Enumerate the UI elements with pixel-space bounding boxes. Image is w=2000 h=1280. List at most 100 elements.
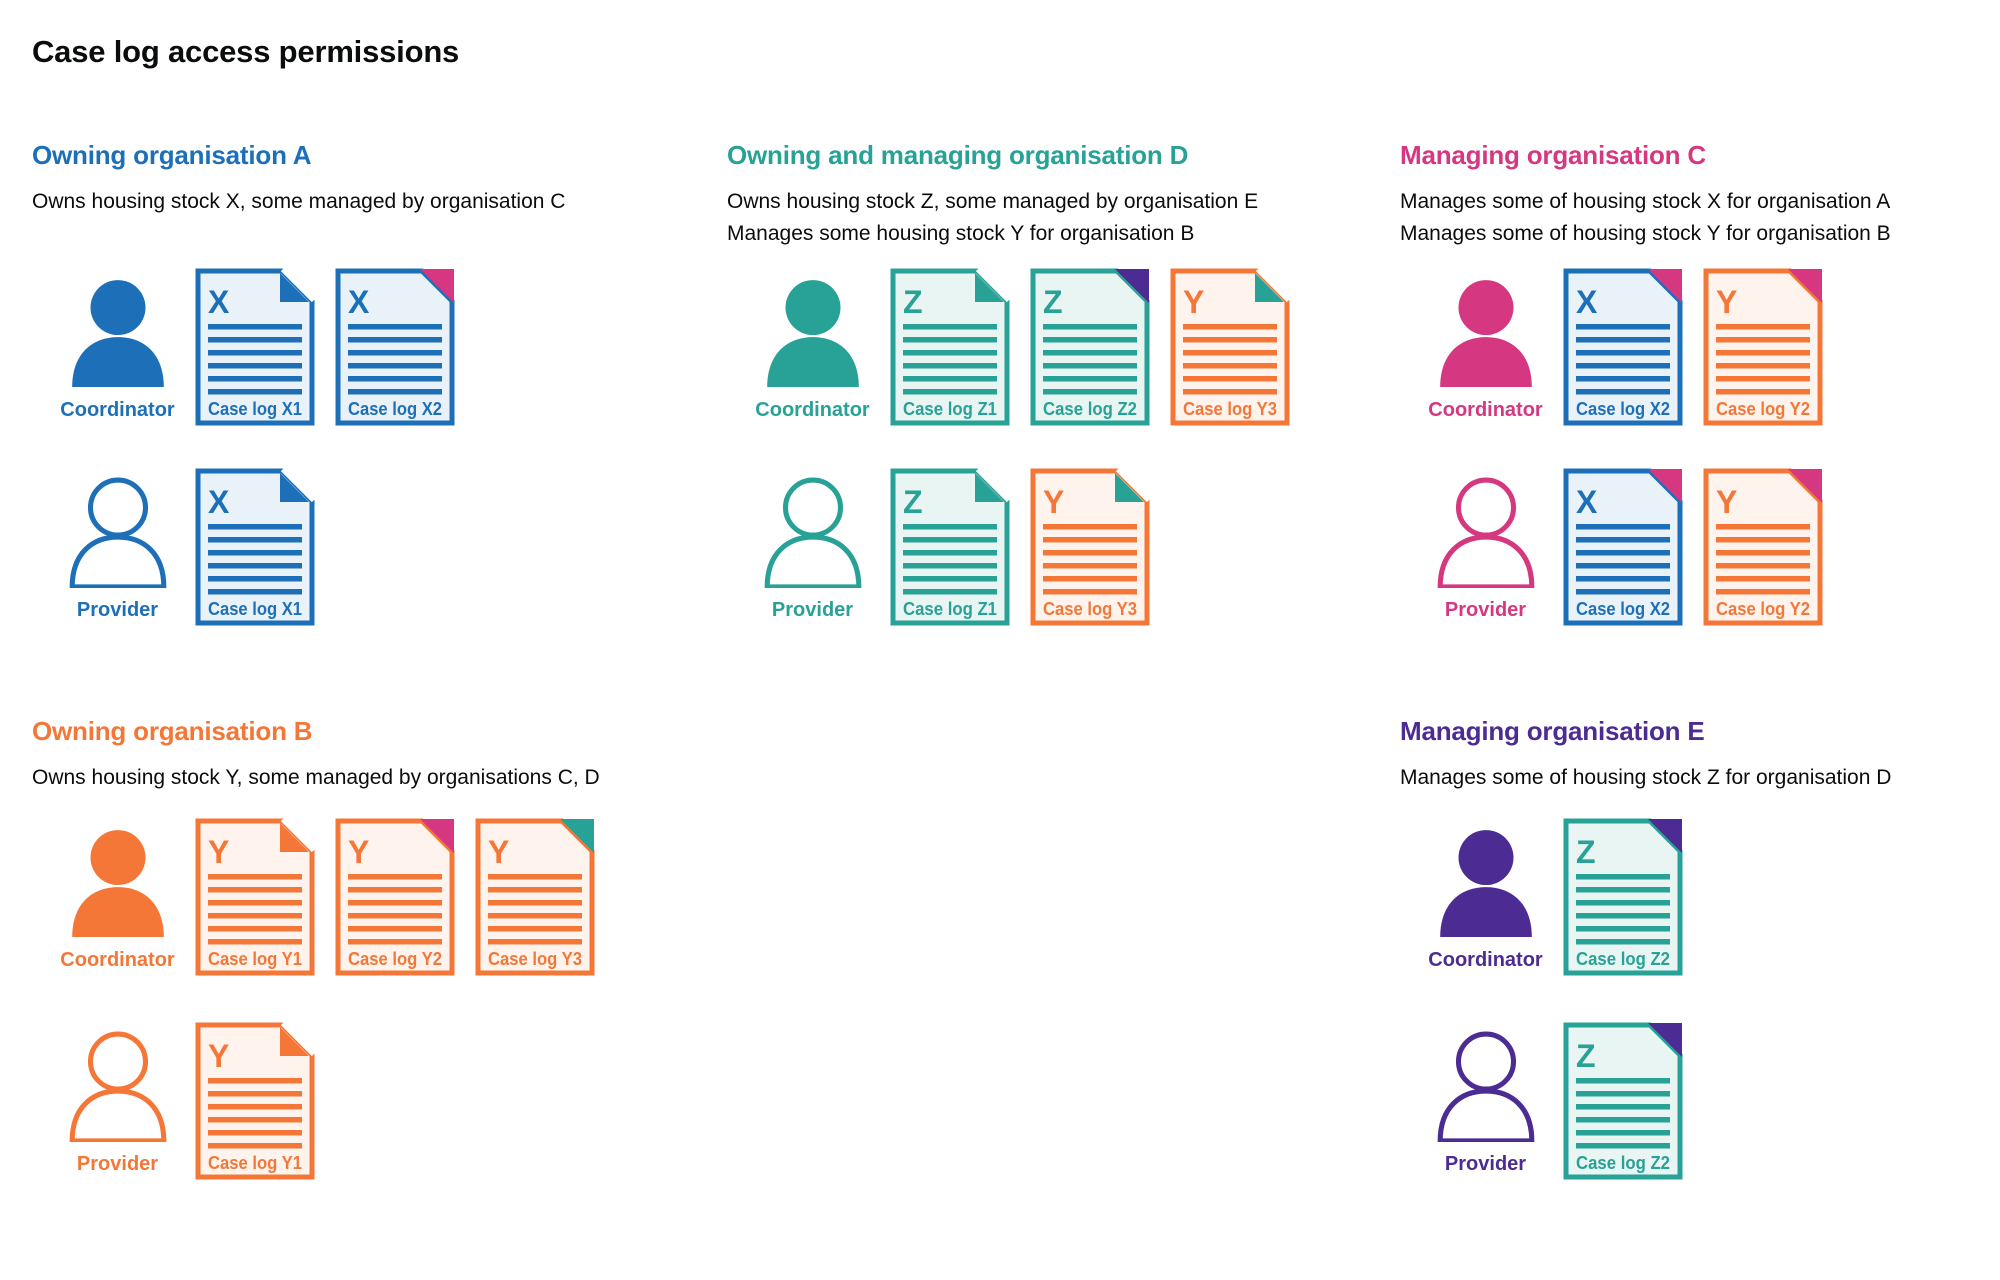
case-log-document: Y Case log Y2 xyxy=(1703,268,1823,426)
org-d-coordinator-row: Coordinator Z Case log Z1 Z Case log Z2 Y Case… xyxy=(735,268,1290,426)
document-caption: Case log Z1 xyxy=(903,599,997,619)
document-text-lines xyxy=(1043,524,1137,595)
coordinator-person-icon xyxy=(71,830,164,937)
document-letter: Y xyxy=(1043,484,1064,520)
document-caption: Case log X2 xyxy=(348,399,442,419)
provider-person-icon xyxy=(69,1031,166,1142)
section-description-line: Manages some of housing stock Y for orga… xyxy=(1400,222,1891,245)
documents-group: Z Case log Z1 Y Case log Y3 xyxy=(890,468,1150,626)
documents-group: X Case log X1 X Case log X2 xyxy=(195,268,455,426)
coordinator-person-icon xyxy=(71,280,164,387)
documents-group: Z Case log Z2 xyxy=(1563,818,1683,976)
document-caption: Case log Y1 xyxy=(208,1153,302,1173)
document-letter: X xyxy=(1576,284,1598,320)
document-page xyxy=(1030,268,1150,426)
case-log-document: Y Case log Y1 xyxy=(195,818,315,976)
document-text-lines xyxy=(208,1078,302,1149)
role-label: Provider xyxy=(1444,1153,1527,1175)
case-log-document: Y Case log Y3 xyxy=(1030,468,1150,626)
section-description-line: Owns housing stock Z, some managed by or… xyxy=(727,190,1259,213)
document-caption: Case log Y2 xyxy=(1716,399,1810,419)
document-caption: Case log X1 xyxy=(208,599,302,619)
case-log-document: X Case log X2 xyxy=(1563,268,1683,426)
document-text-lines xyxy=(1576,324,1670,395)
provider-person-icon xyxy=(69,477,166,588)
document-text-lines xyxy=(903,524,997,595)
document-letter: Z xyxy=(903,284,923,320)
documents-group: Y Case log Y1 xyxy=(195,1022,315,1180)
document-caption: Case log Z2 xyxy=(1576,949,1670,969)
document-caption: Case log X2 xyxy=(1576,399,1670,419)
document-text-lines xyxy=(1043,324,1137,395)
document-page xyxy=(890,468,1010,626)
role-label: Provider xyxy=(771,599,854,621)
documents-group: X Case log X2 Y Case log Y2 xyxy=(1563,468,1823,626)
document-letter: Y xyxy=(488,834,509,870)
document-fold xyxy=(1648,269,1682,303)
coordinator-person-icon xyxy=(1439,280,1532,387)
case-log-document: Z Case log Z2 xyxy=(1563,818,1683,976)
case-log-document: X Case log X1 xyxy=(195,268,315,426)
document-page xyxy=(195,468,315,626)
case-log-document: Y Case log Y2 xyxy=(335,818,455,976)
document-fold xyxy=(1115,269,1149,303)
document-letter: Y xyxy=(1183,284,1204,320)
org-b-provider-row: Provider Y Case log Y1 xyxy=(40,1022,315,1180)
person-column: Provider xyxy=(735,468,890,622)
document-fold xyxy=(975,473,1004,502)
document-text-lines xyxy=(1576,874,1670,945)
document-fold xyxy=(1648,469,1682,503)
org-a-coordinator-row: Coordinator X Case log X1 X Case log X2 xyxy=(40,268,455,426)
document-text-lines xyxy=(1576,524,1670,595)
org-e-coordinator-row: Coordinator Z Case log Z2 xyxy=(1408,818,1683,976)
document-letter: X xyxy=(208,484,230,520)
person-column: Coordinator xyxy=(735,268,890,422)
person-column: Provider xyxy=(1408,468,1563,622)
document-text-lines xyxy=(1716,524,1810,595)
section-description-line: Manages some of housing stock X for orga… xyxy=(1400,190,1891,213)
person-column: Coordinator xyxy=(1408,818,1563,972)
org-b-coordinator-row: Coordinator Y Case log Y1 Y Case log Y2 Y Case… xyxy=(40,818,595,976)
person-column: Provider xyxy=(1408,1022,1563,1176)
document-caption: Case log X2 xyxy=(1576,599,1670,619)
document-caption: Case log Z1 xyxy=(903,399,997,419)
coordinator-person-icon xyxy=(766,280,859,387)
section-description: Owns housing stock X, some managed by or… xyxy=(32,186,565,218)
document-page xyxy=(1563,268,1683,426)
provider-person-icon xyxy=(764,477,861,588)
case-log-document: Z Case log Z1 xyxy=(890,468,1010,626)
document-caption: Case log Z2 xyxy=(1576,1153,1670,1173)
org-e-provider-row: Provider Z Case log Z2 xyxy=(1408,1022,1683,1180)
section-description: Manages some of housing stock X for orga… xyxy=(1400,186,1891,250)
document-page xyxy=(890,268,1010,426)
org-c-coordinator-row: Coordinator X Case log X2 Y Case log Y2 xyxy=(1408,268,1823,426)
section-description-line: Manages some housing stock Y for organis… xyxy=(727,222,1195,245)
document-letter: Y xyxy=(208,1038,229,1074)
case-log-document: Y Case log Y3 xyxy=(1170,268,1290,426)
document-caption: Case log Y3 xyxy=(1183,399,1277,419)
section-description: Manages some of housing stock Z for orga… xyxy=(1400,762,1891,794)
provider-person-icon xyxy=(1437,477,1534,588)
person-column: Coordinator xyxy=(40,818,195,972)
document-fold xyxy=(280,823,309,852)
document-fold xyxy=(1648,1023,1682,1057)
documents-group: X Case log X2 Y Case log Y2 xyxy=(1563,268,1823,426)
document-letter: Z xyxy=(1576,834,1596,870)
document-text-lines xyxy=(208,874,302,945)
document-page xyxy=(195,818,315,976)
document-page xyxy=(1703,468,1823,626)
document-page xyxy=(1563,818,1683,976)
document-fold xyxy=(975,273,1004,302)
case-log-document: Z Case log Z2 xyxy=(1030,268,1150,426)
document-page xyxy=(1030,468,1150,626)
document-fold xyxy=(280,273,309,302)
document-letter: X xyxy=(208,284,230,320)
document-fold xyxy=(420,819,454,853)
section-heading-org-d: Owning and managing organisation D xyxy=(727,140,1189,170)
document-text-lines xyxy=(903,324,997,395)
documents-group: Z Case log Z2 xyxy=(1563,1022,1683,1180)
person-column: Coordinator xyxy=(1408,268,1563,422)
case-log-document: X Case log X2 xyxy=(1563,468,1683,626)
document-caption: Case log Y1 xyxy=(208,949,302,969)
person-column: Coordinator xyxy=(40,268,195,422)
